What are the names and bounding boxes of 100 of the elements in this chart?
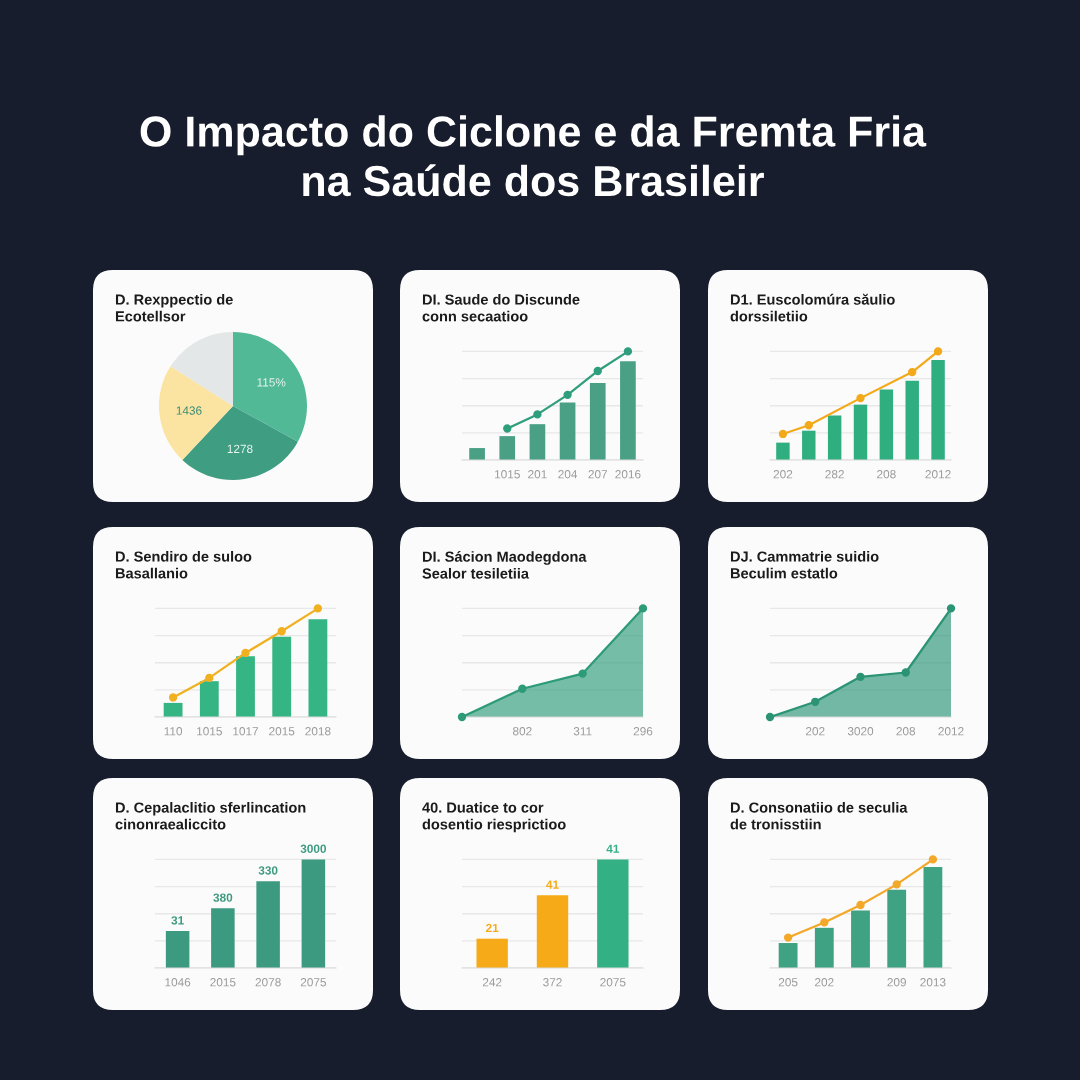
bar: [851, 910, 870, 968]
point: [503, 424, 512, 433]
bar: [802, 430, 816, 460]
point: [313, 604, 323, 613]
x-tick-label: 311: [573, 727, 592, 736]
point: [856, 900, 865, 910]
point: [778, 429, 788, 439]
chart-title: DI. Saude do Discunde conn secaatioo: [422, 294, 580, 322]
bar: [308, 619, 328, 717]
point: [804, 421, 813, 430]
x-tick-label: 2012: [938, 727, 964, 736]
annotation: 21: [486, 923, 499, 933]
bar: [905, 380, 919, 460]
bar: [499, 436, 516, 460]
bar: [301, 859, 326, 968]
bar: [853, 404, 868, 460]
bar: [887, 889, 907, 968]
x-tick-label: 201: [528, 470, 547, 479]
point: [563, 390, 572, 400]
pie-slice: [233, 332, 307, 442]
x-tick-label: 2078: [255, 978, 281, 987]
x-tick-label: 1046: [165, 978, 191, 987]
point: [901, 668, 910, 677]
x-tick-label: 372: [543, 978, 562, 987]
x-tick-label: 1017: [233, 727, 259, 736]
point: [811, 697, 820, 706]
point: [946, 604, 956, 613]
bar: [827, 415, 842, 460]
text: O Impacto do Ciclone e da Fremta Fria na Saúde dos Brasileir: [140, 115, 927, 197]
point: [856, 672, 865, 681]
point: [533, 410, 542, 419]
bar: [776, 442, 790, 460]
point: [928, 855, 938, 864]
x-tick-label: 3020: [847, 727, 874, 736]
annotation: 380: [213, 893, 233, 902]
x-tick-label: 110: [164, 727, 183, 736]
point: [820, 918, 829, 927]
x-tick-label: 296: [633, 727, 653, 736]
bar: [620, 361, 636, 460]
bar: [163, 702, 183, 717]
slice-label: 1436: [176, 406, 202, 415]
point: [277, 627, 286, 636]
bar: [778, 943, 798, 968]
chart-title: D. Consonatiio de seculia de tronisstiin: [730, 802, 908, 830]
bar: [814, 927, 834, 968]
x-tick-label: 207: [588, 470, 608, 479]
bar: [879, 389, 894, 460]
bar: [165, 931, 190, 968]
x-tick-label: 2015: [210, 978, 236, 987]
x-tick-label: 2013: [920, 978, 946, 987]
point: [457, 712, 467, 722]
point: [908, 367, 917, 377]
chart-title: D. Cepalaclitio sferlincation cinonraealiccito: [115, 802, 306, 830]
point: [241, 648, 250, 658]
bar: [529, 424, 546, 460]
x-tick-label: 2075: [600, 978, 626, 987]
x-tick-label: 1015: [197, 727, 222, 736]
point: [578, 669, 587, 678]
slice-label: 1278: [227, 444, 253, 454]
chart-title: DI. Sácion Maodegdona Sealor tesiletiia: [422, 551, 587, 579]
bar: [199, 681, 219, 717]
annotation: 3000: [300, 844, 327, 853]
annotation: 330: [258, 866, 278, 875]
bar: [589, 382, 606, 460]
x-tick-label: 2018: [305, 727, 331, 736]
annotation: 41: [606, 844, 620, 853]
point: [168, 693, 178, 702]
bar: [272, 636, 292, 717]
x-tick-label: 202: [806, 727, 825, 736]
x-tick-label: 2015: [269, 727, 295, 736]
point: [593, 366, 602, 376]
point: [638, 604, 648, 613]
x-tick-label: 202: [773, 470, 793, 479]
annotation: 31: [171, 916, 184, 925]
chart-title: D1. Euscolomúra săulio dorssiletiio: [730, 293, 895, 322]
x-tick-label: 2016: [615, 470, 641, 479]
annotation: 41: [546, 880, 559, 889]
bar: [559, 402, 576, 460]
x-tick-label: 209: [887, 978, 906, 987]
x-tick-label: 205: [778, 978, 798, 987]
x-tick-label: 204: [558, 470, 578, 479]
chart-title: DJ. Cammatrie suidio Beculim estatlo: [730, 551, 879, 579]
bar: [923, 867, 943, 968]
x-tick-label: 802: [513, 727, 532, 736]
bar: [236, 656, 255, 717]
x-tick-label: 208: [877, 470, 896, 479]
x-tick-label: 1015: [495, 470, 520, 479]
chart-title: D. Rexppectio de Ecotellsor: [115, 294, 233, 322]
pie-slice: [170, 332, 233, 406]
chart-title: 40. Duatice to cor dosentio riesprictioo: [422, 802, 566, 833]
point: [623, 347, 633, 356]
point: [783, 933, 793, 942]
bar: [931, 360, 945, 460]
point: [856, 393, 865, 403]
x-tick-label: 208: [896, 727, 916, 736]
slice-label: 115%: [257, 378, 286, 387]
x-tick-label: 2012: [925, 470, 951, 479]
x-tick-label: 2075: [300, 978, 327, 987]
x-tick-label: 282: [825, 470, 844, 479]
point: [205, 673, 214, 683]
